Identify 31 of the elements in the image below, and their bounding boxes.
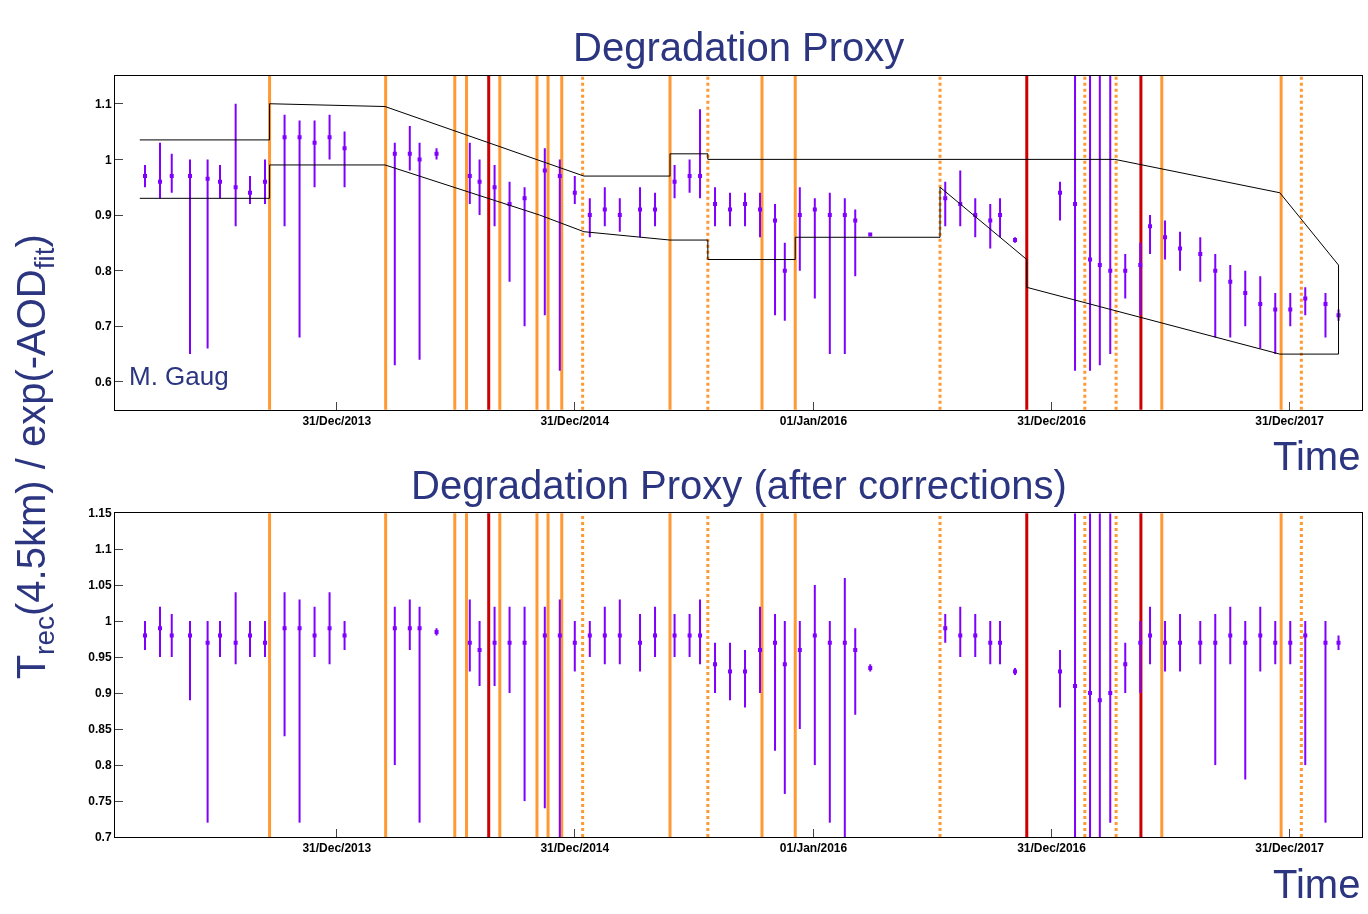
- x-tick-label: 01/Jan/2016: [779, 414, 848, 429]
- x-tick-label: 01/Jan/2016: [779, 841, 848, 856]
- x-tick-label: 31/Dec/2017: [1255, 414, 1325, 429]
- y-tick-label: 0.6: [94, 375, 112, 390]
- y-tick-label: 0.75: [88, 794, 112, 809]
- x-tick-label: 31/Dec/2013: [302, 414, 372, 429]
- y-tick-label: 0.7: [94, 830, 112, 845]
- x-tick-label: 31/Dec/2013: [302, 841, 372, 856]
- y-tick-label: 0.8: [94, 263, 112, 278]
- y-tick-label: 1: [104, 152, 112, 167]
- chart-title: Degradation Proxy (after corrections): [411, 463, 1067, 507]
- x-axis-title: Time: [1273, 434, 1361, 478]
- y-tick-label: 1.1: [94, 96, 112, 111]
- y-tick-label: 0.9: [94, 686, 112, 701]
- x-tick-label: 31/Dec/2016: [1017, 414, 1087, 429]
- y-tick-label: 1.05: [88, 578, 112, 593]
- y-tick-label: 0.95: [88, 650, 112, 665]
- chart-title: Degradation Proxy: [573, 25, 905, 69]
- x-tick-label: 31/Dec/2014: [540, 841, 610, 856]
- y-tick-label: 0.8: [94, 758, 112, 773]
- x-tick-label: 31/Dec/2014: [540, 414, 610, 429]
- y-tick-label: 1.15: [88, 506, 112, 521]
- x-tick-label: 31/Dec/2016: [1017, 841, 1087, 856]
- y-tick-label: 0.9: [94, 208, 112, 223]
- y-tick-label: 0.85: [88, 722, 112, 737]
- x-tick-label: 31/Dec/2017: [1255, 841, 1325, 856]
- y-tick-label: 1: [104, 614, 112, 629]
- x-axis-title: Time: [1273, 862, 1361, 906]
- y-tick-label: 0.7: [94, 319, 112, 334]
- y-tick-label: 1.1: [94, 542, 112, 557]
- annotation: M. Gaug: [129, 361, 229, 391]
